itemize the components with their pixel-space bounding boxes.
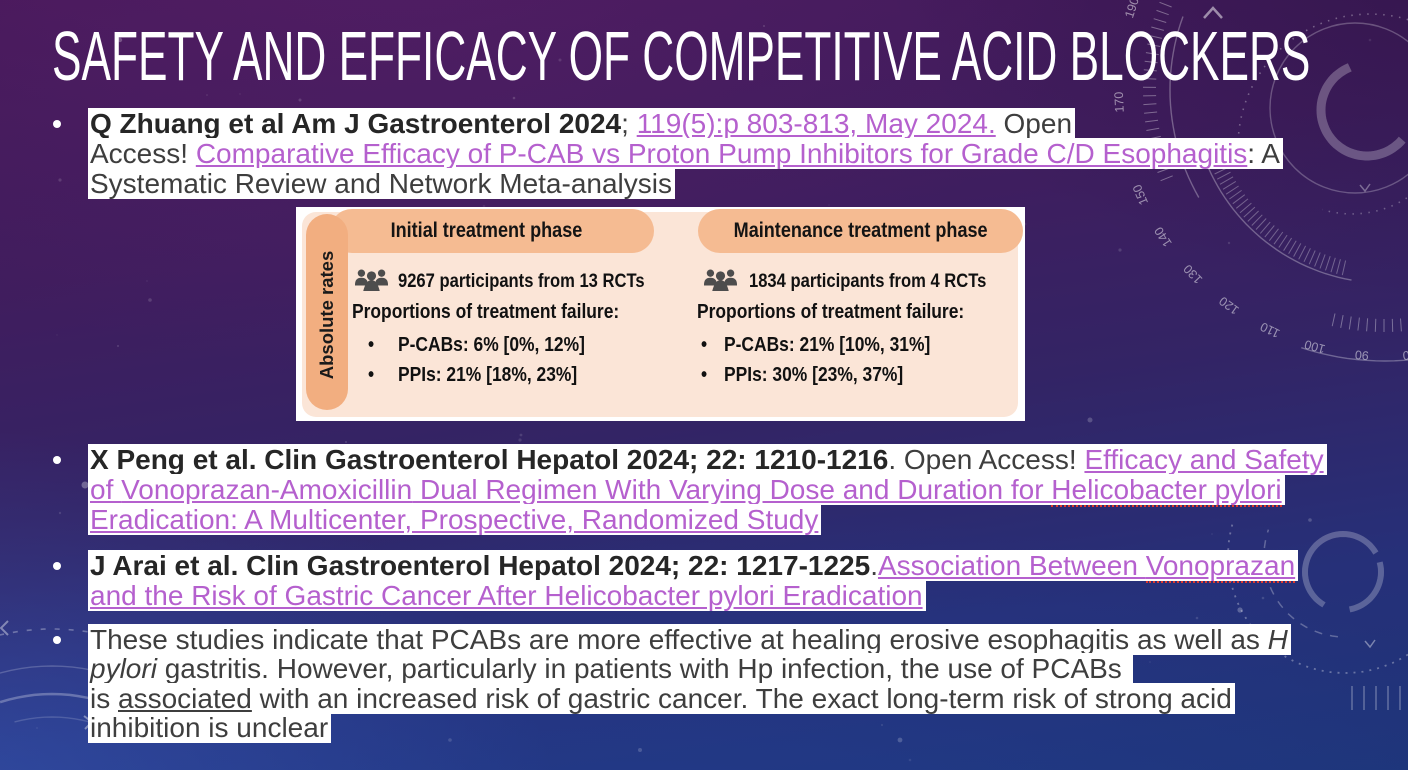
svg-text:110: 110 [1258,319,1282,340]
svg-text:170: 170 [1112,91,1127,113]
svg-text:120: 120 [1216,294,1241,318]
svg-text:130: 130 [1181,262,1206,287]
svg-text:100: 100 [1303,337,1327,356]
svg-text:190: 190 [1122,0,1142,20]
svg-text:90: 90 [1354,347,1369,362]
svg-text:80: 80 [1402,347,1408,362]
svg-text:140: 140 [1152,224,1175,249]
